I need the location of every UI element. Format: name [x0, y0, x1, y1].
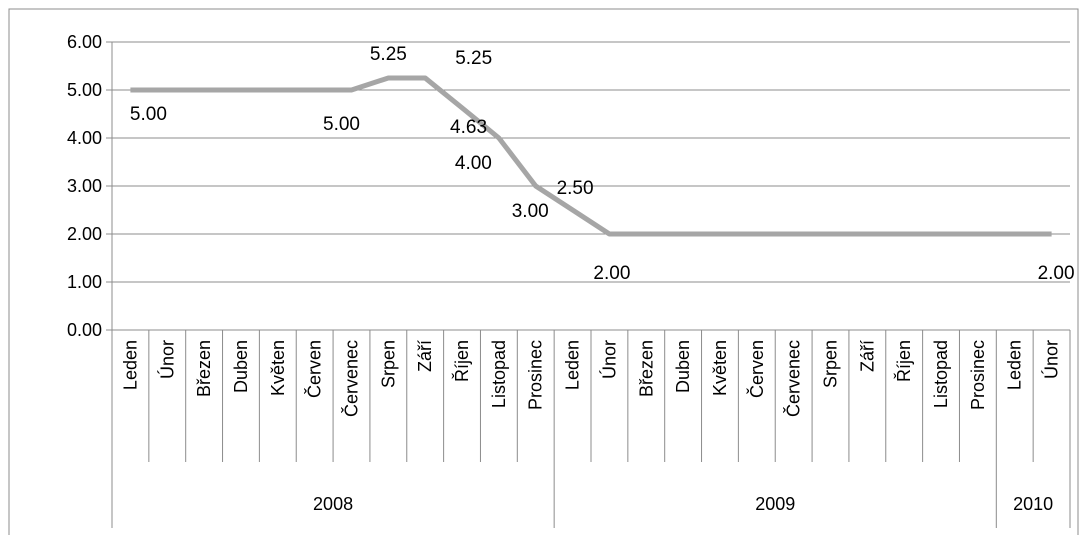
x-tick-label: Září: [857, 340, 877, 372]
x-tick-label: Leden: [563, 340, 583, 390]
y-tick-label: 0.00: [67, 320, 102, 340]
data-label: 2.00: [593, 263, 630, 284]
gridlines: [112, 41, 1070, 283]
x-tick-label: Srpen: [378, 340, 398, 388]
x-tick-label: Červenec: [783, 340, 804, 417]
series-line-path: [130, 75, 1052, 237]
series-line: [130, 75, 1052, 237]
y-tick-label: 2.00: [67, 224, 102, 244]
x-tick-label: Listopad: [931, 340, 951, 408]
x-axis: Leden Únor Březen Duben Květen Červen Červenec…: [111, 42, 1071, 528]
x-tick-label: Prosinec: [968, 340, 988, 410]
x-tick-label: Srpen: [821, 340, 841, 388]
x-tick-label: Červenec: [341, 340, 362, 417]
data-labels: 5.00 5.00 5.25 5.25 4.63 4.00 3.00 2.50 2.00 2.00: [130, 44, 1075, 284]
y-tick-label: 3.00: [67, 176, 102, 196]
x-tick-label: Září: [415, 340, 435, 372]
x-tick-label: Leden: [1005, 340, 1025, 390]
x-tick-label: Únor: [1041, 340, 1062, 379]
x-tick-label: Říjen: [894, 340, 914, 382]
x-tick-label: Leden: [120, 340, 140, 390]
data-label: 2.00: [1038, 263, 1075, 284]
x-tick-label: Únor: [156, 340, 177, 379]
x-tick-label: Duben: [231, 340, 251, 393]
data-label: 5.25: [370, 44, 407, 65]
data-label: 4.63: [450, 117, 487, 138]
x-tick-label: Březen: [194, 340, 214, 397]
y-tick-label: 5.00: [67, 80, 102, 100]
chart-frame: [8, 8, 1079, 535]
year-label: 2008: [313, 494, 353, 514]
x-tick-label: Červen: [746, 340, 767, 398]
x-tick-label: Říjen: [452, 340, 472, 382]
x-tick-label: Prosinec: [526, 340, 546, 410]
year-label: 2010: [1013, 494, 1053, 514]
y-tick-label: 6.00: [67, 32, 102, 52]
data-label: 3.00: [512, 201, 549, 222]
x-tick-label: Květen: [268, 340, 288, 396]
data-label: 5.00: [323, 114, 360, 135]
x-tick-label: Únor: [598, 340, 619, 379]
x-tick-label: Listopad: [489, 340, 509, 408]
data-label: 5.25: [455, 48, 492, 69]
x-tick-label: Duben: [673, 340, 693, 393]
y-tick-label: 4.00: [67, 128, 102, 148]
data-label: 2.50: [557, 178, 594, 199]
x-tick-label: Květen: [710, 340, 730, 396]
x-tick-label: Březen: [636, 340, 656, 397]
y-axis-ticks: 0.00 1.00 2.00 3.00 4.00 5.00 6.00: [67, 32, 112, 340]
y-tick-label: 1.00: [67, 272, 102, 292]
x-tick-label: Červen: [304, 340, 325, 398]
data-label: 5.00: [130, 104, 167, 125]
year-label: 2009: [755, 494, 795, 514]
data-label: 4.00: [455, 153, 492, 174]
